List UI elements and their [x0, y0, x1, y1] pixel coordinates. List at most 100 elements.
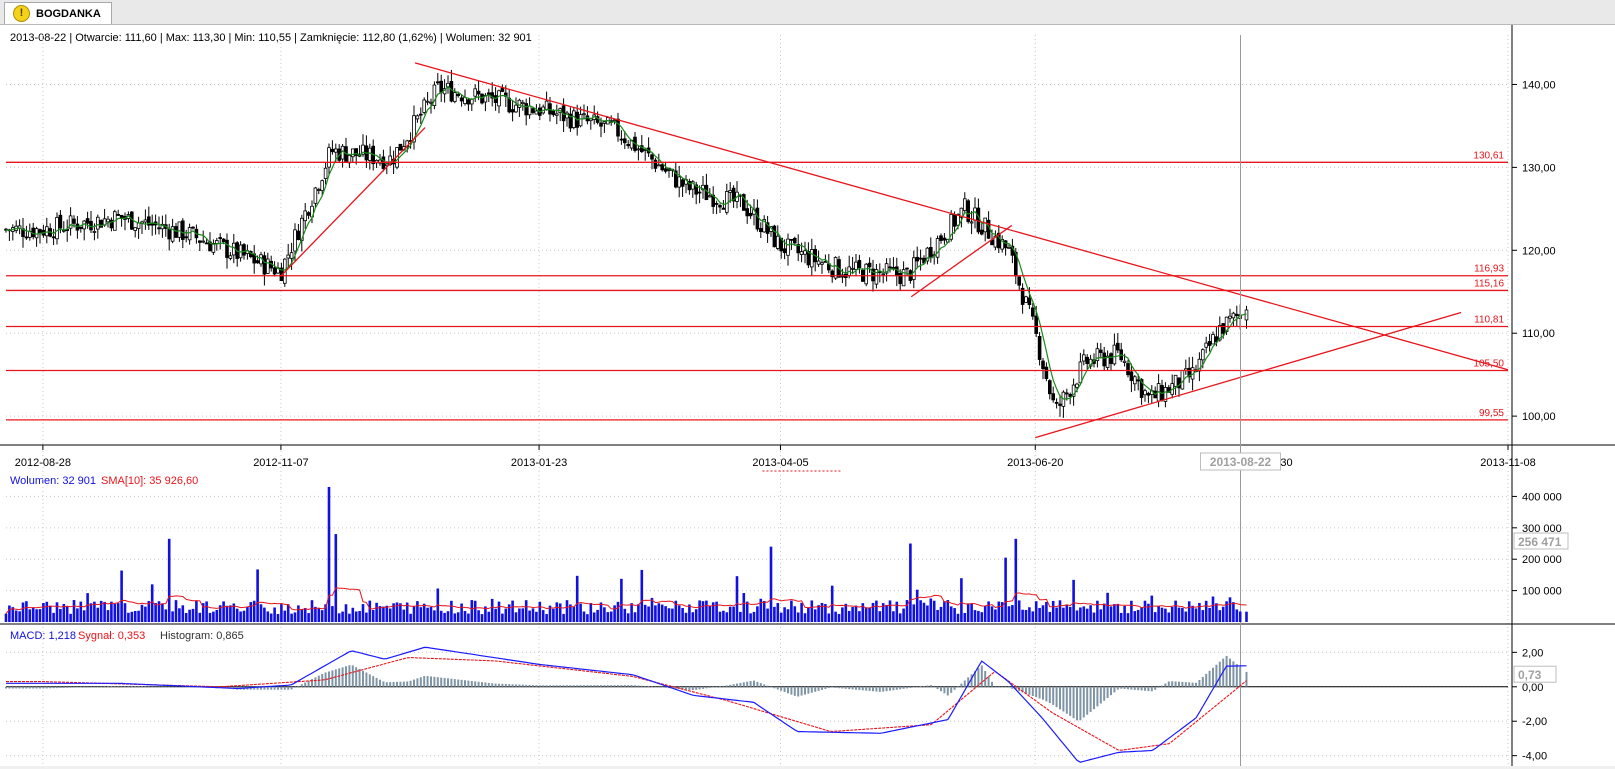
- macd-histogram-bar: [929, 685, 932, 687]
- macd-histogram-bar: [1191, 682, 1194, 687]
- volume-bar: [1055, 607, 1058, 622]
- macd-histogram-bar: [49, 686, 52, 689]
- macd-histogram-bar: [1205, 673, 1208, 687]
- trend-line: [414, 62, 1509, 371]
- candle-body: [415, 115, 420, 120]
- candle-body: [680, 179, 685, 187]
- tab-bogdanka[interactable]: ! BOGDANKA: [4, 2, 112, 24]
- volume-bar: [973, 610, 977, 622]
- macd-histogram-bar: [525, 684, 528, 687]
- volume-bar: [181, 605, 185, 622]
- volume-bar: [375, 602, 378, 622]
- candle-body: [92, 231, 97, 233]
- macd-histogram-bar: [59, 686, 62, 688]
- macd-histogram-bar: [464, 680, 466, 687]
- macd-histogram-bar: [712, 686, 715, 688]
- volume-bar: [922, 602, 926, 622]
- candle-body: [1146, 392, 1151, 396]
- candle-body: [1105, 355, 1110, 368]
- candle-body: [106, 218, 110, 223]
- volume-bar: [235, 608, 239, 622]
- macd-histogram-bar: [1127, 686, 1129, 690]
- volume-bar: [412, 606, 416, 622]
- volume-bar: [521, 608, 525, 622]
- candle-body: [993, 235, 998, 248]
- macd-histogram-bar: [8, 686, 11, 689]
- date-axis-label: 2013-01-23: [511, 457, 567, 469]
- macd-histogram-bar: [1178, 681, 1180, 687]
- candle-body: [1136, 379, 1141, 382]
- volume-bar: [1194, 608, 1198, 622]
- candle-body: [1211, 334, 1215, 345]
- volume-bar: [769, 546, 773, 622]
- candle-body: [657, 164, 661, 167]
- macd-histogram-bar: [970, 674, 973, 687]
- macd-histogram-bar: [1232, 661, 1235, 687]
- macd-histogram-bar: [117, 686, 120, 687]
- candle-body: [143, 219, 148, 223]
- volume-bar: [1208, 607, 1211, 622]
- macd-histogram-bar: [328, 671, 330, 687]
- macd-histogram-bar: [749, 681, 752, 687]
- macd-histogram-bar: [664, 686, 667, 688]
- volume-bar: [824, 604, 827, 622]
- macd-histogram-bar: [851, 686, 854, 690]
- candle-body: [599, 122, 603, 127]
- volume-bar: [239, 611, 242, 622]
- candle-body: [691, 181, 695, 190]
- chart-svg[interactable]: 2013-08-22 | Otwarcie: 111,60 | Max: 113…: [0, 25, 1615, 766]
- candle-body: [789, 238, 794, 241]
- candle-body: [1099, 349, 1103, 353]
- candle-body: [905, 267, 909, 270]
- candle-body: [439, 80, 443, 93]
- macd-histogram-bar: [732, 684, 735, 687]
- volume-bar: [1191, 605, 1194, 622]
- macd-histogram-bar: [52, 686, 55, 689]
- macd-histogram-bar: [736, 683, 738, 687]
- candle-body: [980, 229, 984, 235]
- candle-body: [643, 149, 647, 151]
- candle-body: [623, 138, 627, 144]
- candle-body: [531, 108, 535, 113]
- volume-bar: [929, 598, 933, 622]
- macd-histogram-bar: [681, 686, 684, 690]
- volume-bar: [528, 610, 531, 622]
- candle-body: [891, 266, 896, 269]
- macd-histogram-bar: [127, 686, 130, 687]
- volume-bar: [487, 611, 491, 622]
- chart-area[interactable]: 2013-08-22 | Otwarcie: 111,60 | Max: 113…: [0, 25, 1615, 766]
- volume-bar: [606, 612, 610, 622]
- macd-histogram-bar: [776, 686, 779, 690]
- volume-bar: [1228, 597, 1232, 622]
- macd-histogram-bar: [576, 685, 579, 687]
- candle-body: [333, 148, 338, 153]
- macd-histogram-bar: [1110, 686, 1112, 696]
- macd-histogram-bar: [1065, 686, 1068, 714]
- macd-histogram-bar: [494, 683, 497, 687]
- volume-bar: [212, 611, 215, 622]
- volume-bar: [497, 601, 501, 622]
- trend-line: [1035, 311, 1462, 439]
- volume-value-box: [1513, 532, 1569, 550]
- macd-histogram-bar: [1062, 686, 1065, 712]
- candle-body: [1003, 240, 1008, 249]
- trend-line: [910, 224, 1013, 298]
- volume-bar: [980, 612, 984, 622]
- volume-bar: [334, 534, 338, 622]
- candle-body: [286, 254, 290, 259]
- candle-body: [939, 235, 943, 241]
- volume-bar: [99, 600, 103, 622]
- volume-bar: [310, 600, 314, 622]
- volume-bar: [796, 612, 800, 622]
- macd-histogram-bar: [902, 686, 905, 689]
- candle-body: [221, 238, 226, 243]
- volume-bar: [531, 608, 535, 622]
- candle-body: [480, 93, 484, 104]
- volume-bar: [354, 611, 358, 622]
- volume-bar: [222, 601, 225, 622]
- volume-bar: [358, 611, 361, 622]
- volume-bar: [1164, 608, 1167, 622]
- volume-bar: [688, 604, 691, 622]
- volume-bar: [654, 605, 657, 622]
- volume-bar: [1147, 603, 1150, 622]
